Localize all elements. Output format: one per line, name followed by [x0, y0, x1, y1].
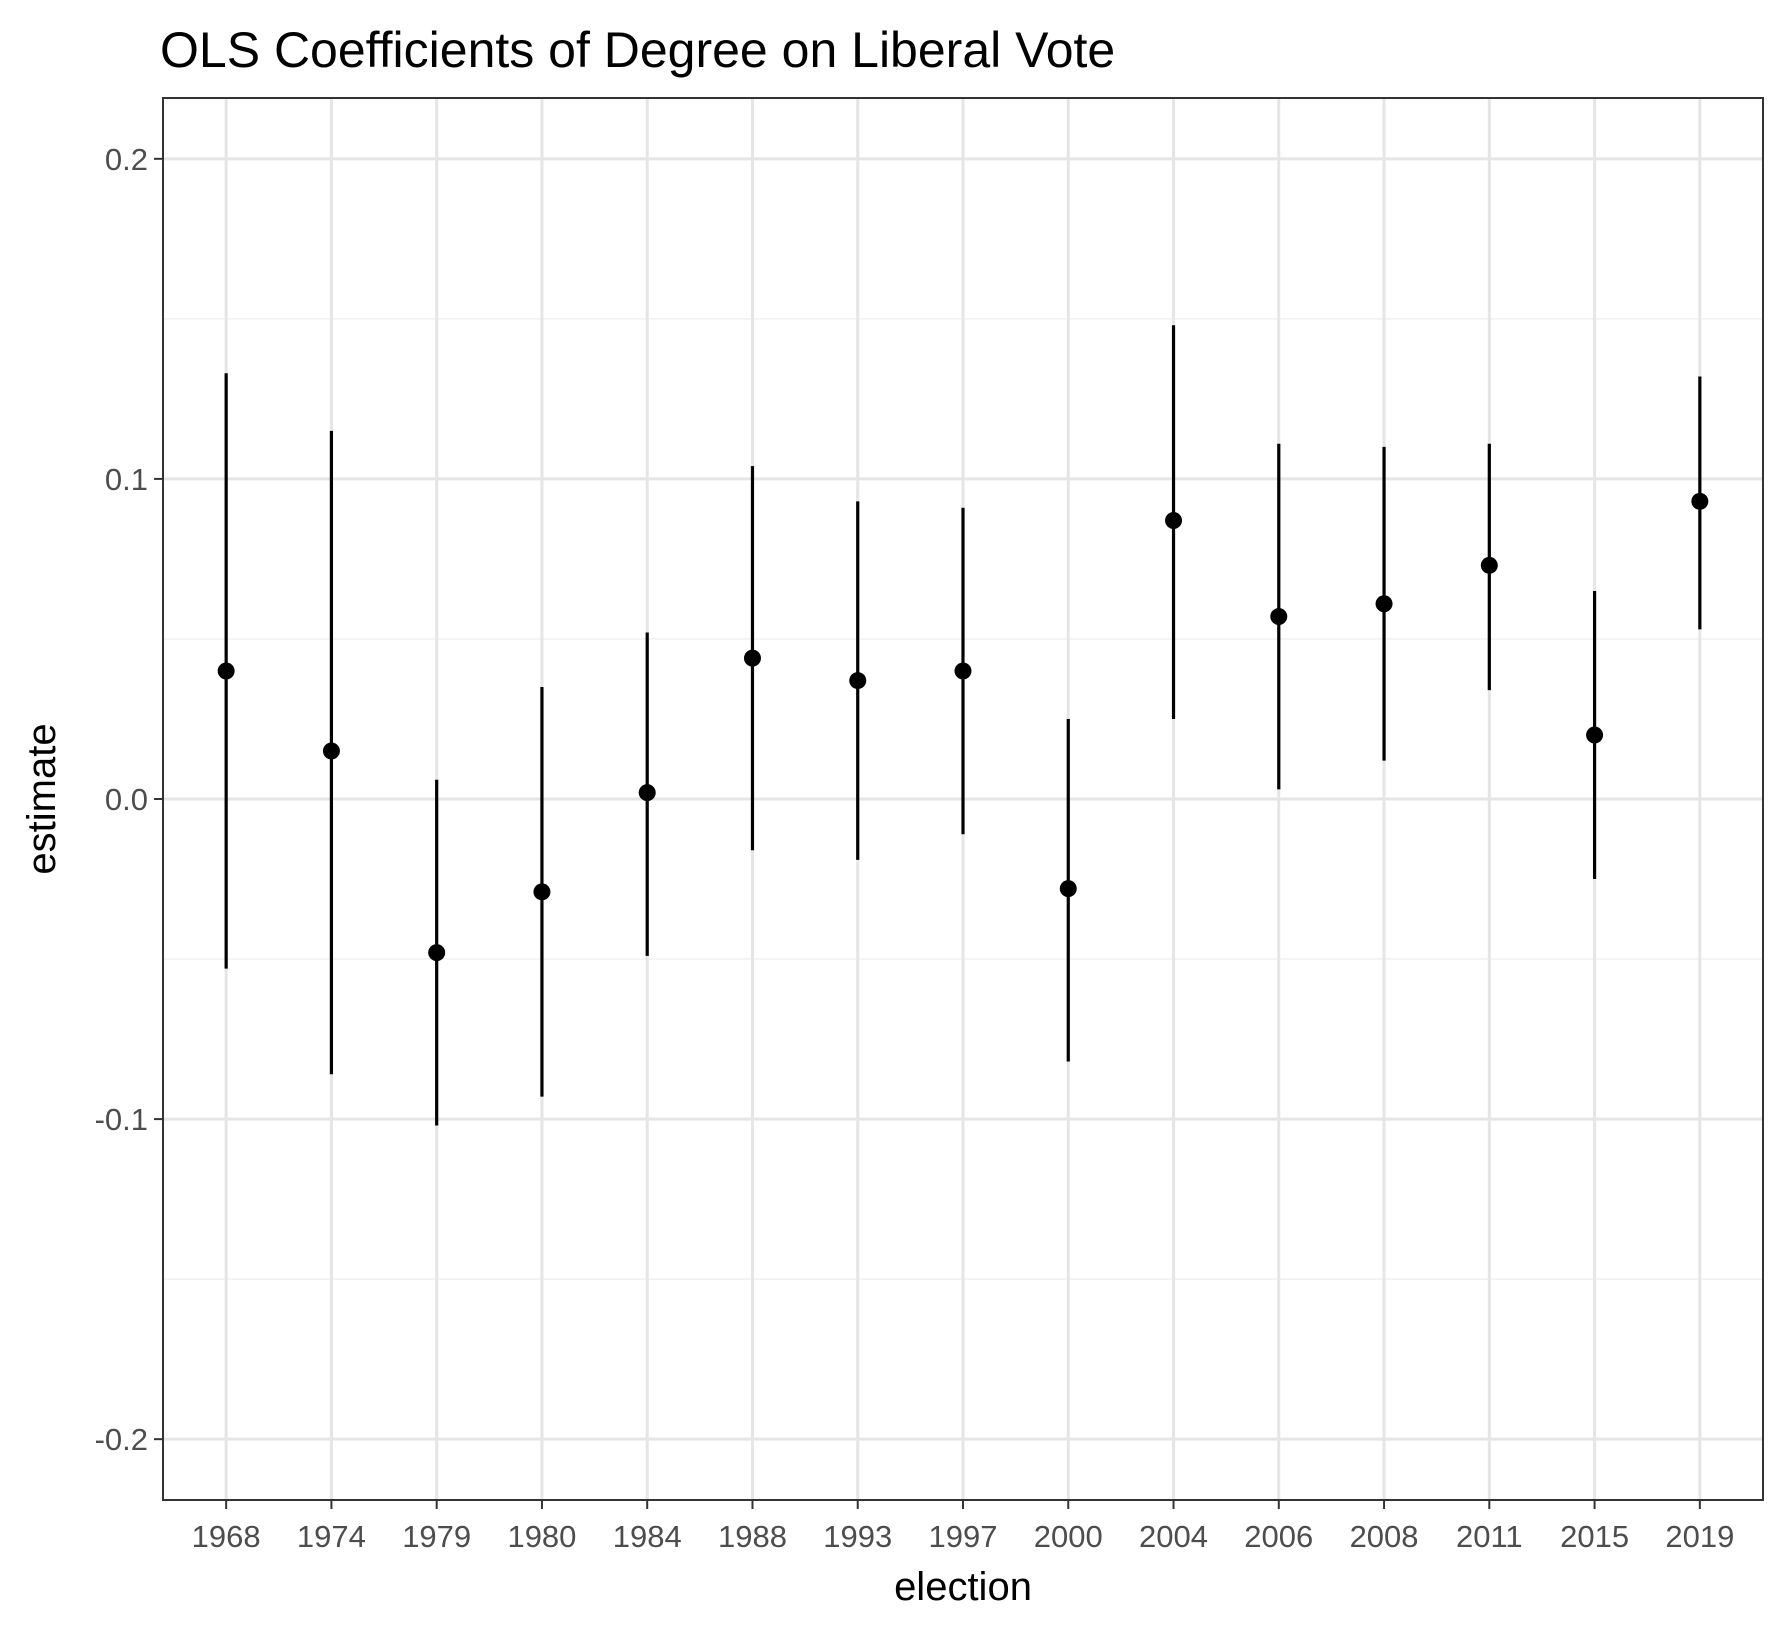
x-tick-label: 1997: [929, 1519, 998, 1554]
chart-title: OLS Coefficients of Degree on Liberal Vo…: [160, 22, 1115, 78]
y-tick-label: -0.1: [95, 1102, 148, 1137]
data-point: [533, 883, 551, 901]
data-point: [1165, 512, 1183, 530]
x-tick-label: 1974: [297, 1519, 366, 1554]
x-axis-title: election: [894, 1565, 1032, 1609]
data-point: [849, 672, 867, 690]
x-tick-label: 2006: [1244, 1519, 1313, 1554]
y-tick-label: 0.0: [105, 782, 148, 817]
x-tick-label: 2015: [1560, 1519, 1629, 1554]
x-tick-label: 1968: [192, 1519, 261, 1554]
panel-border: [162, 97, 1764, 1501]
x-tick-label: 2000: [1034, 1519, 1103, 1554]
data-marks: [217, 325, 1709, 1126]
data-point: [1480, 556, 1498, 574]
data-point: [1375, 595, 1393, 613]
x-tick-label: 1984: [613, 1519, 682, 1554]
data-point: [638, 784, 656, 802]
data-point: [217, 662, 235, 680]
axes: -0.2 -0.1 0.0 0.1 0.2 1968 1974 1979 1980 1984 198…: [95, 142, 1735, 1554]
data-point: [1270, 608, 1288, 626]
y-tick-label: 0.1: [105, 462, 148, 497]
x-tick-label: 1980: [507, 1519, 576, 1554]
data-point: [322, 742, 340, 760]
x-tick-label: 1979: [402, 1519, 471, 1554]
data-point: [428, 944, 446, 962]
x-tick-label: 2019: [1665, 1519, 1734, 1554]
x-tick-label: 2011: [1456, 1519, 1523, 1554]
data-point: [1059, 880, 1077, 898]
y-tick-label: 0.2: [105, 142, 148, 177]
y-axis-title: estimate: [20, 723, 64, 874]
x-tick-label: 1993: [823, 1519, 892, 1554]
x-tick-label: 2004: [1139, 1519, 1208, 1554]
data-point: [954, 662, 972, 680]
y-tick-label: -0.2: [95, 1422, 148, 1457]
data-point: [743, 649, 761, 667]
data-point: [1691, 492, 1709, 510]
x-tick-label: 2008: [1350, 1519, 1419, 1554]
data-point: [1586, 726, 1604, 744]
x-tick-label: 1988: [718, 1519, 787, 1554]
